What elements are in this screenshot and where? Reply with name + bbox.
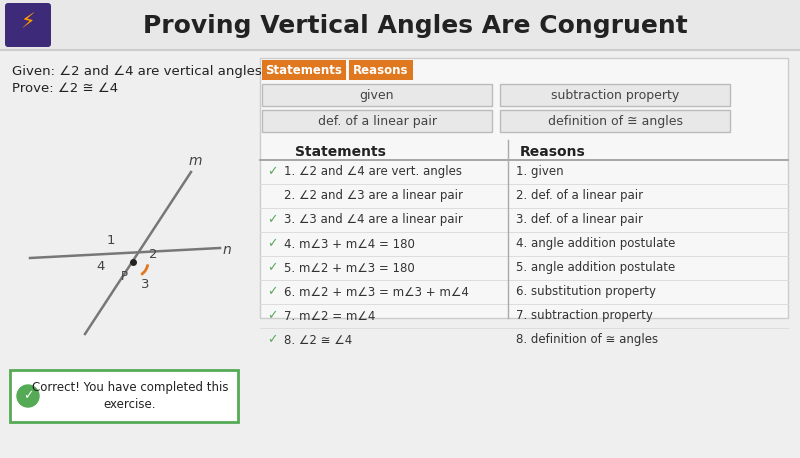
FancyBboxPatch shape [262,84,492,106]
Text: ✓: ✓ [266,310,278,322]
Circle shape [17,385,39,407]
Text: Correct! You have completed this: Correct! You have completed this [32,382,228,394]
FancyBboxPatch shape [10,370,238,422]
Text: Reasons: Reasons [520,145,586,159]
Text: 5. angle addition postulate: 5. angle addition postulate [516,262,675,274]
Text: 7. subtraction property: 7. subtraction property [516,310,653,322]
Text: m: m [189,154,202,168]
Text: def. of a linear pair: def. of a linear pair [318,114,437,127]
FancyBboxPatch shape [262,60,346,80]
Text: 2. ∠2 and ∠3 are a linear pair: 2. ∠2 and ∠3 are a linear pair [284,190,463,202]
Text: ✓: ✓ [22,389,34,403]
Text: ⚡: ⚡ [21,12,35,32]
Text: 3: 3 [141,278,150,290]
FancyBboxPatch shape [5,3,51,47]
Text: definition of ≅ angles: definition of ≅ angles [547,114,682,127]
Text: given: given [360,88,394,102]
Text: 6. m∠2 + m∠3 = m∠3 + m∠4: 6. m∠2 + m∠3 = m∠3 + m∠4 [284,285,469,299]
Text: 5. m∠2 + m∠3 = 180: 5. m∠2 + m∠3 = 180 [284,262,414,274]
Text: Try It: Try It [18,37,38,45]
Text: Statements: Statements [266,64,342,76]
Text: ✓: ✓ [266,213,278,227]
Text: 1: 1 [106,234,115,246]
Text: ✓: ✓ [266,262,278,274]
Text: exercise.: exercise. [104,398,156,410]
FancyBboxPatch shape [260,58,788,318]
Text: Reasons: Reasons [354,64,409,76]
Text: 1. given: 1. given [516,165,564,179]
Text: ✓: ✓ [266,333,278,347]
Text: ✓: ✓ [266,165,278,179]
Text: 4. angle addition postulate: 4. angle addition postulate [516,238,675,251]
Text: Given: ∠2 and ∠4 are vertical angles.: Given: ∠2 and ∠4 are vertical angles. [12,65,266,78]
FancyBboxPatch shape [500,84,730,106]
Text: 1. ∠2 and ∠4 are vert. angles: 1. ∠2 and ∠4 are vert. angles [284,165,462,179]
Text: subtraction property: subtraction property [551,88,679,102]
Text: n: n [223,243,232,257]
Text: P: P [121,270,128,283]
Text: 8. ∠2 ≅ ∠4: 8. ∠2 ≅ ∠4 [284,333,352,347]
Text: Prove: ∠2 ≅ ∠4: Prove: ∠2 ≅ ∠4 [12,82,118,95]
Text: 2. def. of a linear pair: 2. def. of a linear pair [516,190,643,202]
Text: 3. ∠3 and ∠4 are a linear pair: 3. ∠3 and ∠4 are a linear pair [284,213,463,227]
FancyBboxPatch shape [500,110,730,132]
Text: 2: 2 [149,247,158,261]
Text: 3. def. of a linear pair: 3. def. of a linear pair [516,213,643,227]
Text: 4: 4 [97,261,105,273]
Text: 7. m∠2 = m∠4: 7. m∠2 = m∠4 [284,310,375,322]
Text: Statements: Statements [295,145,386,159]
Text: 4. m∠3 + m∠4 = 180: 4. m∠3 + m∠4 = 180 [284,238,415,251]
FancyBboxPatch shape [262,110,492,132]
Text: 6. substitution property: 6. substitution property [516,285,656,299]
Text: Proving Vertical Angles Are Congruent: Proving Vertical Angles Are Congruent [142,14,687,38]
Text: 8. definition of ≅ angles: 8. definition of ≅ angles [516,333,658,347]
Text: ✓: ✓ [266,285,278,299]
FancyBboxPatch shape [349,60,413,80]
FancyBboxPatch shape [0,0,800,50]
Text: ✓: ✓ [266,238,278,251]
